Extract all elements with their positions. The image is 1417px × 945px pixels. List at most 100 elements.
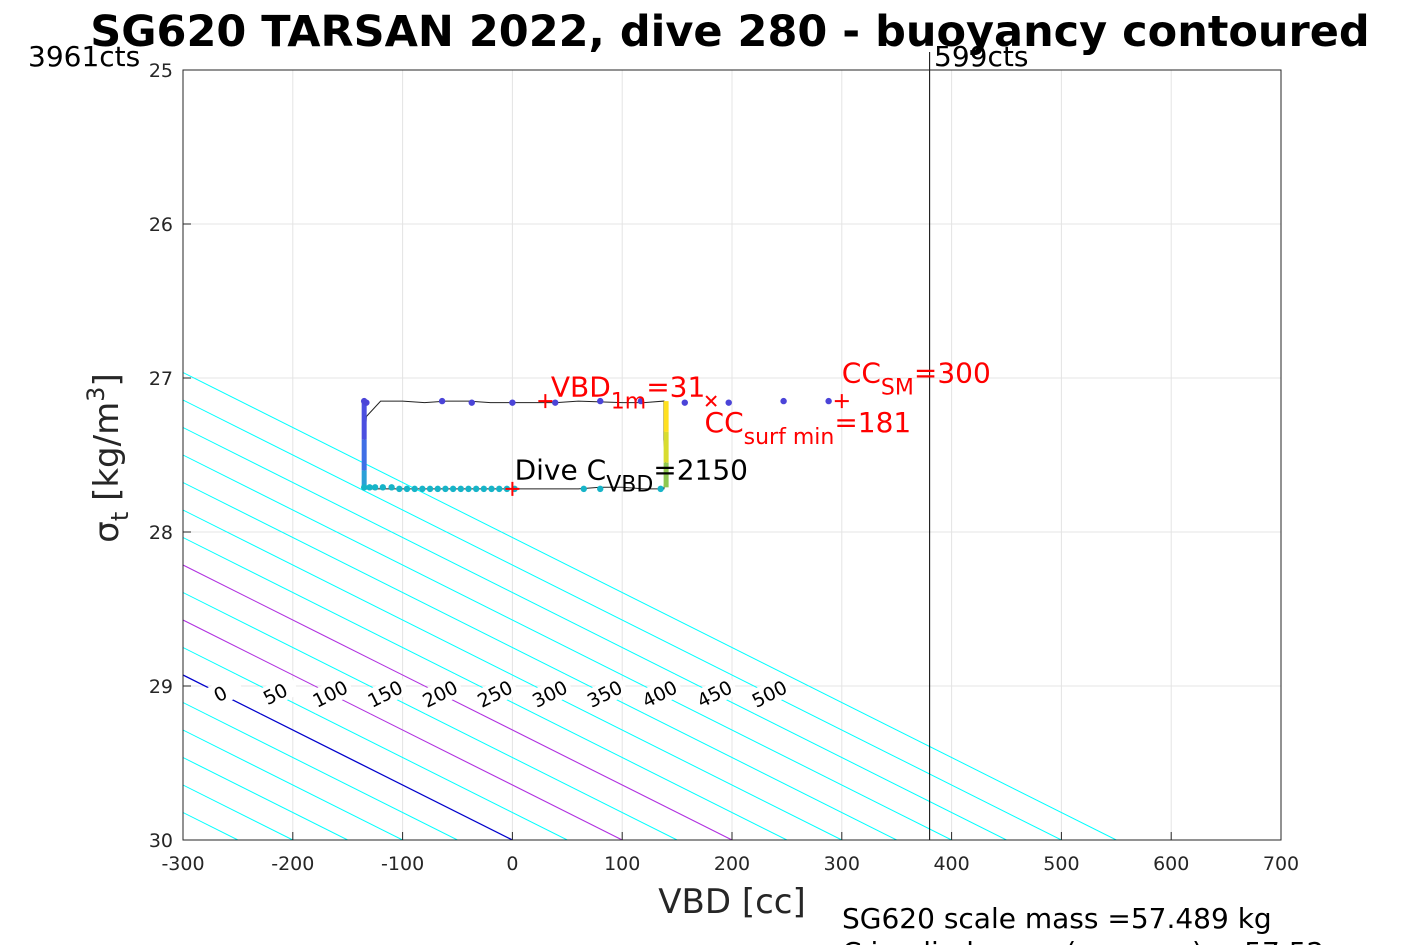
x-tick-label: 400 bbox=[933, 853, 969, 875]
contour-line bbox=[183, 646, 568, 840]
bottom-point bbox=[472, 485, 480, 493]
contour-line bbox=[183, 619, 623, 840]
surface-point bbox=[825, 397, 832, 405]
bottom-point bbox=[426, 485, 434, 493]
annotation-sub: SM bbox=[881, 376, 914, 401]
surface-point bbox=[552, 399, 559, 406]
x-axis-ticks: -300 -200 -100 0 100 200 300 400 500 600 700 bbox=[161, 832, 1299, 875]
y-tick-label: 27 bbox=[149, 368, 173, 390]
marker-points bbox=[505, 394, 849, 496]
bottom-point bbox=[597, 485, 604, 493]
surface-point bbox=[780, 397, 787, 405]
footer-line-1: SG620 scale mass =57.489 kg bbox=[842, 902, 1272, 935]
x-tick-label: 100 bbox=[604, 853, 640, 875]
contour-line bbox=[183, 371, 1117, 840]
contour-line bbox=[0, 70, 18, 840]
contour-line bbox=[183, 701, 458, 840]
bottom-point bbox=[480, 485, 488, 493]
x-tick-label: 700 bbox=[1263, 853, 1299, 875]
contour-label-bg bbox=[634, 674, 685, 714]
surface-point bbox=[468, 399, 475, 406]
contour-label-bg bbox=[580, 674, 630, 714]
annotation-value: =181 bbox=[834, 406, 911, 439]
top-right-label: 599cts bbox=[934, 40, 1028, 73]
footer-line-2: C implied mass (neorgan) = 57.52 bbox=[842, 936, 1324, 945]
annotation-value: =31 bbox=[646, 370, 705, 403]
contour-label-bg bbox=[744, 674, 794, 714]
x-tick-label: 500 bbox=[1043, 853, 1079, 875]
x-tick-label: 300 bbox=[824, 853, 860, 875]
surface-point bbox=[363, 399, 370, 406]
contour-line bbox=[183, 454, 952, 840]
surface-point bbox=[725, 399, 732, 406]
bottom-point bbox=[496, 485, 503, 493]
bottom-point bbox=[419, 485, 426, 493]
contour-labels: 0 50 100 150 200 250 300 350 400 450 500 bbox=[195, 674, 794, 714]
bottom-point bbox=[366, 484, 373, 491]
annotation-main: CC bbox=[705, 406, 744, 439]
contour-line bbox=[183, 591, 678, 840]
surface-point bbox=[509, 399, 516, 406]
annotation-main: VBD bbox=[551, 370, 611, 403]
bottom-point bbox=[403, 485, 411, 493]
bottom-point bbox=[411, 485, 418, 493]
bottom-point bbox=[449, 485, 457, 493]
x-tick-label: 0 bbox=[506, 853, 518, 875]
bottom-point bbox=[388, 484, 395, 491]
contour-label-bg bbox=[415, 674, 465, 714]
bottom-point bbox=[371, 484, 379, 491]
grid-lines bbox=[183, 70, 1281, 840]
annotation-sub: surf min bbox=[744, 425, 835, 450]
surface-point bbox=[681, 399, 688, 406]
bottom-point bbox=[442, 485, 449, 493]
bottom-point bbox=[465, 485, 472, 493]
contour-line bbox=[183, 426, 1007, 840]
bottom-point bbox=[396, 485, 403, 493]
annotation-value: =300 bbox=[914, 357, 991, 390]
y-axis-label: σt [kg/m3] bbox=[82, 373, 134, 542]
contour-line bbox=[0, 70, 73, 840]
contour-label-bg bbox=[689, 674, 740, 714]
x-tick-label: -200 bbox=[271, 853, 314, 875]
chart-title: SG620 TARSAN 2022, dive 280 - buoyancy c… bbox=[90, 7, 1369, 57]
bottom-point bbox=[360, 484, 368, 491]
annotation: CCSM=300 bbox=[842, 357, 991, 401]
annotation-sub: VBD bbox=[606, 473, 653, 498]
contour-label-bg bbox=[195, 674, 245, 714]
annotation-main: CC bbox=[842, 357, 881, 390]
surface-point bbox=[438, 397, 446, 405]
bottom-point bbox=[657, 485, 664, 493]
annotation-main: Dive C bbox=[515, 454, 607, 487]
y-axis-label-sub: t bbox=[106, 512, 134, 521]
annotation-sub: 1m bbox=[611, 389, 646, 414]
sample-points bbox=[360, 397, 832, 493]
y-axis-label-unit-sup: 3 bbox=[82, 387, 110, 402]
y-tick-label: 30 bbox=[149, 830, 173, 852]
annotation: CCsurf min=181 bbox=[705, 406, 912, 450]
y-tick-label: 26 bbox=[149, 214, 173, 236]
contour-label-bg bbox=[250, 674, 300, 714]
contour-label-bg bbox=[525, 674, 575, 714]
contour-line bbox=[183, 481, 897, 840]
annotation: Dive CVBD=2150 bbox=[515, 454, 748, 498]
bottom-point bbox=[580, 485, 587, 493]
buoyancy-contours bbox=[0, 70, 1117, 840]
y-axis-label-unit: [kg/m bbox=[87, 402, 127, 512]
contour-line bbox=[183, 564, 733, 840]
contour-line bbox=[183, 509, 843, 840]
contour-line bbox=[183, 536, 788, 840]
bottom-point bbox=[379, 484, 387, 491]
y-axis-label-symbol: σ bbox=[87, 521, 127, 543]
cross-marker-b bbox=[705, 395, 717, 407]
x-axis-label: VBD [cc] bbox=[658, 882, 806, 922]
surface-point bbox=[637, 397, 645, 405]
top-left-label: 3961cts bbox=[28, 40, 140, 73]
x-tick-label: 200 bbox=[714, 853, 750, 875]
bottom-point bbox=[434, 485, 441, 493]
y-tick-label: 25 bbox=[149, 60, 173, 82]
x-tick-label: -300 bbox=[161, 853, 204, 875]
y-axis-label-unit-close: ] bbox=[87, 373, 127, 386]
x-tick-label: 600 bbox=[1153, 853, 1189, 875]
